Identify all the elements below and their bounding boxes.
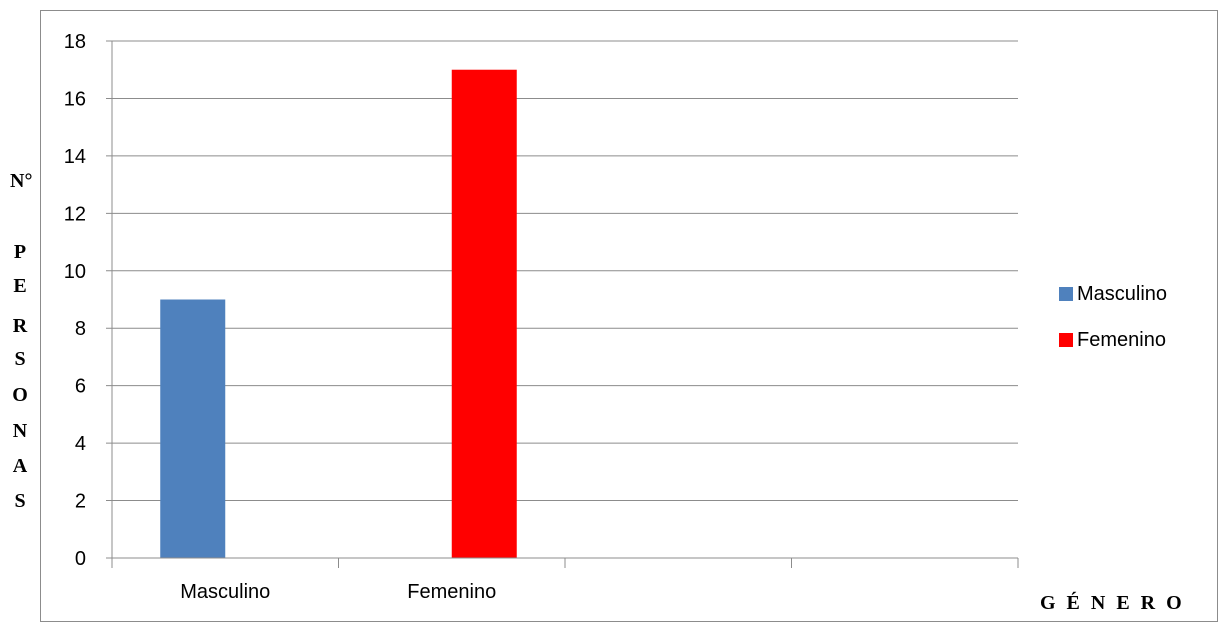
bar-femenino <box>451 69 517 558</box>
legend-item-masculino: Masculino <box>1059 282 1167 306</box>
y-axis-title-letter: N <box>12 420 28 442</box>
y-tick-label: 16 <box>64 88 86 110</box>
y-axis-title-letter: S <box>14 490 26 512</box>
y-axis-title-letter: N° <box>10 170 33 192</box>
y-axis-title-letter: S <box>14 348 26 370</box>
bar-masculino <box>160 299 226 558</box>
y-tick-label: 4 <box>75 433 86 455</box>
y-tick-label: 6 <box>75 376 86 398</box>
y-tick-label: 14 <box>64 146 86 168</box>
chart-frame <box>40 10 1218 622</box>
legend-swatch-masculino <box>1059 287 1073 301</box>
y-tick-label: 2 <box>75 491 86 513</box>
legend-swatch-femenino <box>1059 333 1073 347</box>
y-axis-title-letter: R <box>12 315 28 337</box>
y-axis-title-letter: A <box>12 455 28 477</box>
x-tick-label: Femenino <box>407 581 496 603</box>
x-tick-label: Masculino <box>180 581 270 603</box>
y-tick-label: 10 <box>64 261 86 283</box>
legend-label-masculino: Masculino <box>1077 282 1168 305</box>
legend-item-femenino: Femenino <box>1059 328 1166 352</box>
y-tick-label: 12 <box>64 203 86 225</box>
legend-label-femenino: Femenino <box>1077 328 1166 351</box>
y-tick-label: 0 <box>75 548 86 570</box>
y-tick-label: 8 <box>75 318 86 340</box>
y-axis-title-letter: P <box>13 241 27 263</box>
x-axis-title: G É N E R O <box>1040 592 1185 614</box>
y-axis-title-letter: O <box>12 384 28 406</box>
y-axis-title-letter: E <box>13 275 27 297</box>
y-tick-label: 18 <box>64 31 86 53</box>
